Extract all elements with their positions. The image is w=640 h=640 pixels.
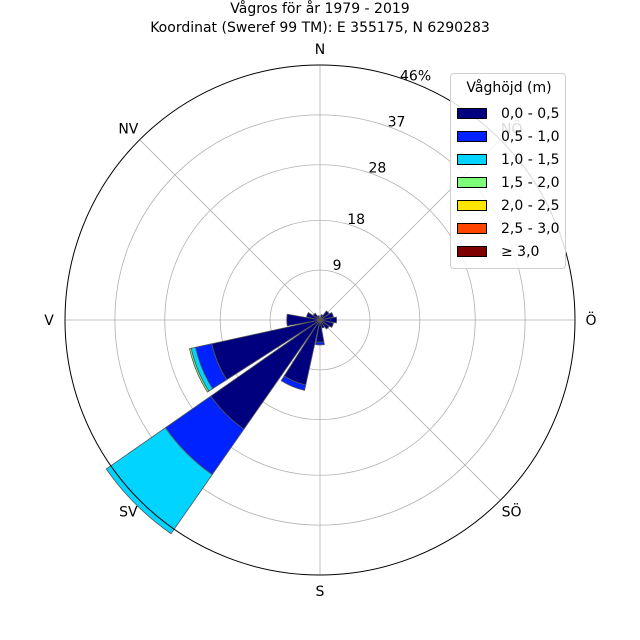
radial-tick-label: 18 (347, 212, 365, 228)
legend-label: ≥ 3,0 (501, 243, 540, 260)
ring-gridline (219, 219, 421, 421)
radial-tick-label: 37 (388, 115, 406, 131)
legend-label: 1,5 - 2,0 (501, 174, 560, 191)
legend: Våghöjd (m) 0,0 - 0,5 0,5 - 1,0 1,0 - 1,5 1… (450, 73, 566, 269)
direction-label: V (44, 313, 54, 329)
chart-subtitle: Koordinat (Sweref 99 TM): E 355175, N 62… (150, 20, 490, 36)
legend-item: ≥ 3,0 (457, 240, 565, 263)
direction-label: NV (118, 121, 138, 137)
bar-segment (305, 311, 321, 321)
bar-segment (319, 310, 330, 321)
chart-title: Vågros för år 1979 - 2019 (230, 1, 410, 17)
legend-swatch (457, 108, 487, 119)
bars (105, 310, 338, 535)
legend-label: 2,5 - 3,0 (501, 220, 560, 237)
legend-label: 1,0 - 1,5 (501, 151, 560, 168)
bar-segment (317, 315, 321, 321)
legend-item: 0,0 - 0,5 (457, 102, 565, 125)
legend-entries: 0,0 - 0,5 0,5 - 1,0 1,0 - 1,5 1,5 - 2,0 2,0 … (457, 102, 565, 263)
legend-item: 0,5 - 1,0 (457, 125, 565, 148)
legend-label: 2,0 - 2,5 (501, 197, 560, 214)
radial-tick-label: 9 (333, 258, 342, 274)
radial-gridline (319, 319, 501, 501)
direction-label: Ö (585, 311, 596, 329)
direction-label: S (316, 584, 325, 600)
bar-segment (315, 341, 325, 346)
radial-tick-label: 28 (368, 161, 386, 177)
polar-frame (64, 64, 576, 576)
bar-segment (319, 319, 335, 329)
bar-segment (319, 311, 335, 321)
legend-swatch (457, 154, 487, 165)
bar-segment (189, 347, 210, 393)
legend-swatch (457, 246, 487, 257)
legend-label: 0,5 - 1,0 (501, 128, 560, 145)
direction-label: N (315, 42, 325, 58)
ring-gridline (114, 114, 526, 526)
legend-swatch (457, 177, 487, 188)
legend-swatch (457, 131, 487, 142)
legend-swatch (457, 223, 487, 234)
outer-circle (64, 64, 576, 576)
bar-segment (319, 316, 338, 324)
bar-segment (280, 375, 307, 391)
ring-gridline (164, 164, 476, 476)
radial-tick-label: 46% (400, 68, 431, 84)
bar-segment (312, 312, 321, 321)
bar-segment (105, 427, 213, 535)
legend-item: 2,0 - 2,5 (457, 194, 565, 217)
legend-item: 2,5 - 3,0 (457, 217, 565, 240)
bar-segment (286, 313, 321, 327)
legend-label: 0,0 - 0,5 (501, 105, 560, 122)
legend-title: Våghöjd (m) (466, 80, 552, 96)
legend-swatch (457, 200, 487, 211)
legend-item: 1,5 - 2,0 (457, 171, 565, 194)
legend-item: 1,0 - 1,5 (457, 148, 565, 171)
direction-label: SV (119, 505, 138, 521)
bar-segment (319, 319, 330, 330)
ring-gridline (269, 269, 371, 371)
radial-gridline (139, 139, 321, 321)
direction-label: SÖ (502, 503, 522, 521)
